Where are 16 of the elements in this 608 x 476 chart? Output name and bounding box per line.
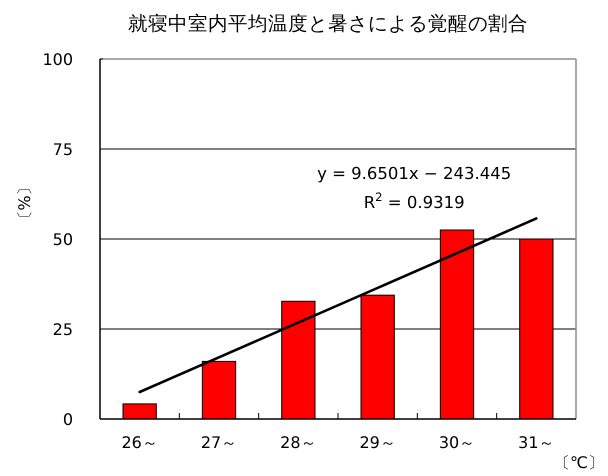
xtick: 28～ bbox=[280, 433, 317, 452]
xtick: 29～ bbox=[359, 433, 396, 452]
ylabel: 〔%〕 bbox=[15, 179, 34, 227]
ytick: 100 bbox=[42, 50, 73, 69]
ytick: 50 bbox=[52, 230, 73, 249]
xtick: 26～ bbox=[121, 433, 158, 452]
xtick: 30～ bbox=[438, 433, 476, 452]
xlabel: 〔℃〕 bbox=[554, 453, 604, 472]
xtick: 27～ bbox=[200, 433, 238, 452]
annotation: R$^{2}$ = 0.9319 bbox=[364, 190, 465, 212]
ytick: 0 bbox=[62, 410, 73, 429]
xtick: 31～ bbox=[518, 433, 555, 452]
title: 就寝中室内平均温度と暑さによる覚醒の割合 bbox=[128, 12, 528, 35]
ytick: 25 bbox=[52, 320, 73, 339]
annotation: y = 9.6501x − 243.445 bbox=[317, 164, 512, 183]
ytick: 75 bbox=[52, 140, 73, 159]
